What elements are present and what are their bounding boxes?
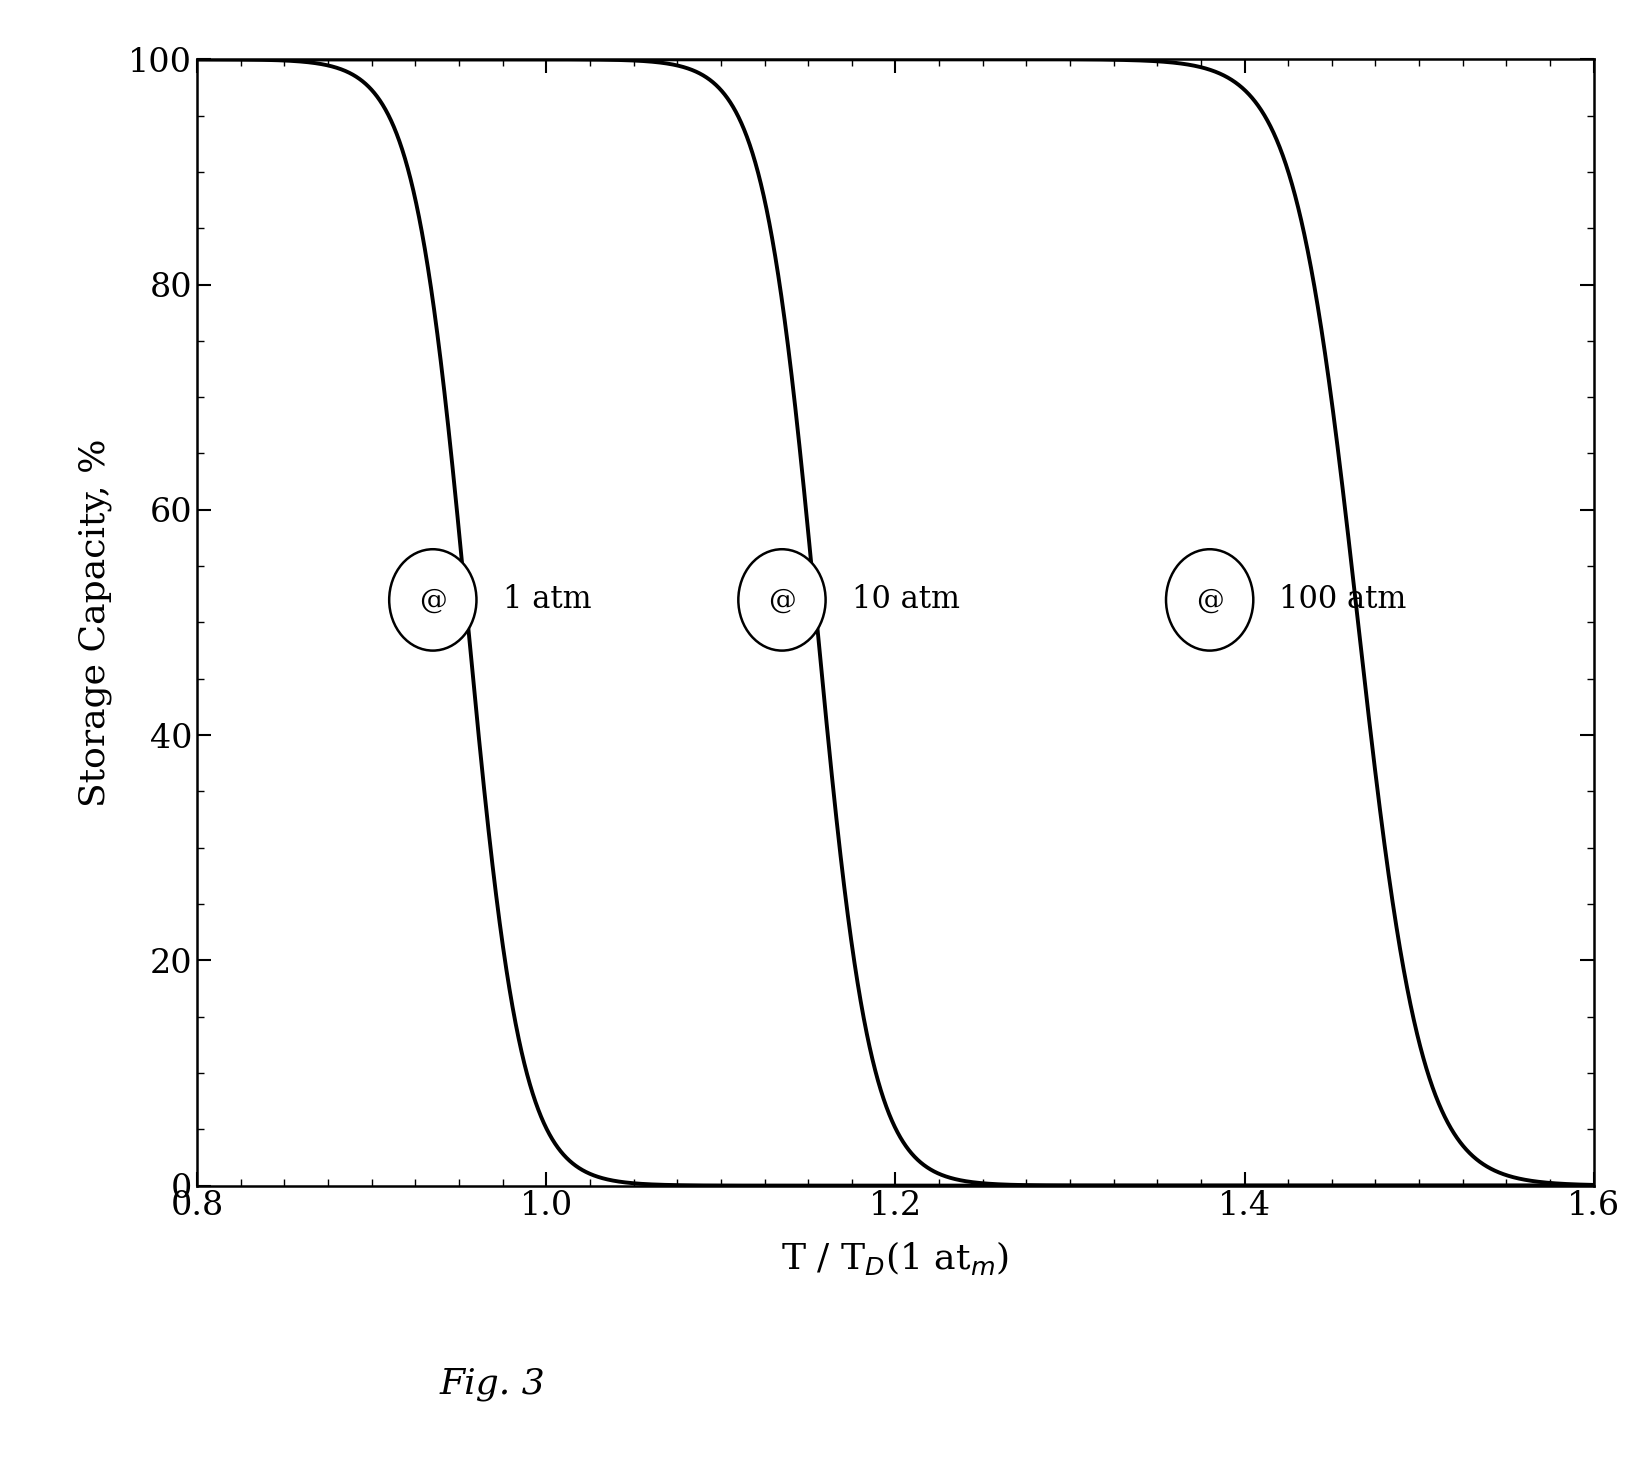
Text: Fig. 3: Fig. 3 [440,1366,545,1400]
Ellipse shape [1167,550,1254,651]
Text: @: @ [767,587,795,614]
Text: 1 atm: 1 atm [503,584,591,615]
Text: 100 atm: 100 atm [1280,584,1406,615]
Y-axis label: Storage Capacity, %: Storage Capacity, % [77,439,112,806]
X-axis label: T / T$_D$(1 at$_m$): T / T$_D$(1 at$_m$) [782,1239,1009,1277]
Text: @: @ [419,587,447,614]
Ellipse shape [389,550,476,651]
Text: @: @ [1196,587,1224,614]
Text: 10 atm: 10 atm [851,584,960,615]
Ellipse shape [738,550,826,651]
